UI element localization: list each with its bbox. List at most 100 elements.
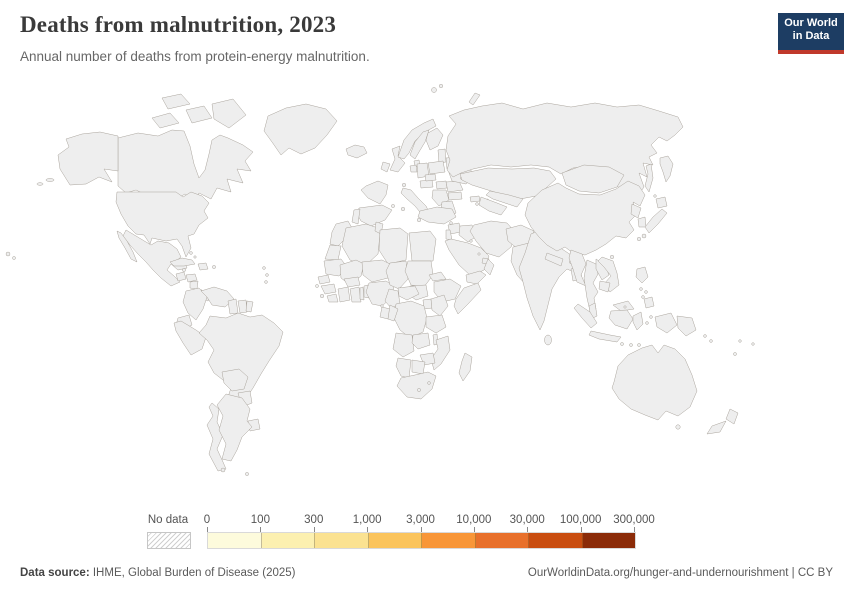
country-algeria[interactable] [341,223,381,267]
country-armenia[interactable] [475,202,479,206]
country-canada[interactable] [151,112,180,129]
country-kalimantan[interactable] [608,309,634,330]
country-java[interactable] [588,330,622,343]
country-mozambique[interactable] [430,335,451,371]
country-visayas[interactable] [644,290,648,294]
country-lesotho[interactable] [417,388,421,392]
country-jamaica[interactable] [182,268,186,272]
country-south-africa[interactable] [396,371,437,400]
country-visayas[interactable] [639,287,643,291]
country-angola[interactable] [392,332,415,358]
country-turkey[interactable] [417,206,457,225]
country-ghana[interactable] [349,286,362,303]
country-canada[interactable] [117,129,254,202]
country-svalbard[interactable] [438,83,444,89]
legend-bin[interactable] [315,533,369,548]
country-brunei[interactable] [623,305,627,309]
country-colombia[interactable] [182,287,208,321]
legend-bin[interactable] [208,533,262,548]
country-zambia[interactable] [411,332,431,350]
country-sudan[interactable] [404,260,434,288]
country-central-african-republic[interactable] [397,285,420,301]
country-new-caledonia[interactable] [733,352,737,356]
country-sicily[interactable] [416,217,422,223]
legend-bin[interactable] [529,533,583,548]
country-australia[interactable] [611,344,698,421]
country-sakhalin[interactable] [644,163,654,193]
country-china[interactable] [524,180,646,256]
country-vanuatu[interactable] [738,339,742,343]
country-maluku[interactable] [649,315,653,319]
owid-logo[interactable]: Our World in Data [778,13,844,54]
country-aleutians[interactable] [45,178,55,182]
country-bulgaria[interactable] [447,191,463,201]
country-north-korea[interactable] [630,203,642,219]
country-tanzania[interactable] [425,314,447,334]
country-russia[interactable] [445,102,684,206]
country-greenland[interactable] [263,103,338,156]
country-egypt[interactable] [408,230,437,262]
country-west-papua[interactable] [654,312,678,334]
country-poland[interactable] [427,160,446,175]
country-lesser-sunda[interactable] [620,342,624,346]
country-kamchatka[interactable] [659,155,674,183]
country-kuwait[interactable] [469,239,473,243]
country-eswatini[interactable] [427,381,431,385]
country-argentina[interactable] [216,393,253,462]
legend-bin[interactable] [475,533,529,548]
country-congo[interactable] [387,304,399,322]
country-guyana[interactable] [227,298,239,315]
country-tierra-del-fuego[interactable] [220,467,226,473]
country-uk[interactable] [389,145,406,173]
country-lesser-antilles[interactable] [265,273,269,277]
country-luzon[interactable] [635,266,649,284]
country-cambodia[interactable] [598,280,611,293]
country-malaysia-borneo[interactable] [612,300,635,312]
country-fiji[interactable] [751,342,755,346]
country-mexico[interactable] [122,229,188,287]
country-finland[interactable] [425,127,444,151]
country-baja[interactable] [116,230,138,263]
country-taiwan[interactable] [636,236,642,242]
country-novaya-zemlya[interactable] [468,92,481,106]
country-mongolia[interactable] [561,164,625,194]
country-canada[interactable] [161,93,191,110]
country-sri-lanka[interactable] [544,334,552,346]
country-maluku[interactable] [645,321,649,325]
country-svalbard[interactable] [431,87,437,93]
country-honduras[interactable] [185,273,198,283]
country-canada[interactable] [185,105,213,124]
country-lesser-sunda[interactable] [637,343,641,347]
country-lesser-antilles[interactable] [262,266,266,270]
country-liberia[interactable] [326,293,339,303]
legend-bin[interactable] [422,533,476,548]
country-sierra-leone[interactable] [319,293,325,299]
country-new-zealand-south[interactable] [706,420,727,435]
country-new-zealand-north[interactable] [725,408,739,425]
country-lesser-antilles[interactable] [264,280,268,284]
country-namibia[interactable] [395,357,412,379]
country-usa[interactable] [115,191,210,258]
country-qatar[interactable] [477,252,481,256]
country-sardinia[interactable] [400,206,406,212]
country-hainan[interactable] [609,254,615,260]
country-georgia[interactable] [469,195,481,203]
country-drc[interactable] [393,300,428,339]
country-ireland[interactable] [380,161,391,173]
country-solomon-islands[interactable] [703,334,707,338]
country-spain[interactable] [356,204,393,227]
country-bahamas[interactable] [189,251,193,255]
country-iran[interactable] [469,220,517,258]
country-norway[interactable] [397,118,437,160]
legend-bin[interactable] [582,533,635,548]
country-nepal[interactable] [544,252,564,267]
country-morocco[interactable] [329,220,353,247]
country-papua-new-guinea[interactable] [676,315,697,337]
country-kenya[interactable] [430,294,449,317]
country-solomon-islands[interactable] [709,339,713,343]
country-south-korea[interactable] [637,216,647,228]
country-kurils[interactable] [653,194,657,198]
legend-bin[interactable] [368,533,422,548]
country-czechia[interactable] [424,173,437,182]
country-togo[interactable] [359,286,365,301]
